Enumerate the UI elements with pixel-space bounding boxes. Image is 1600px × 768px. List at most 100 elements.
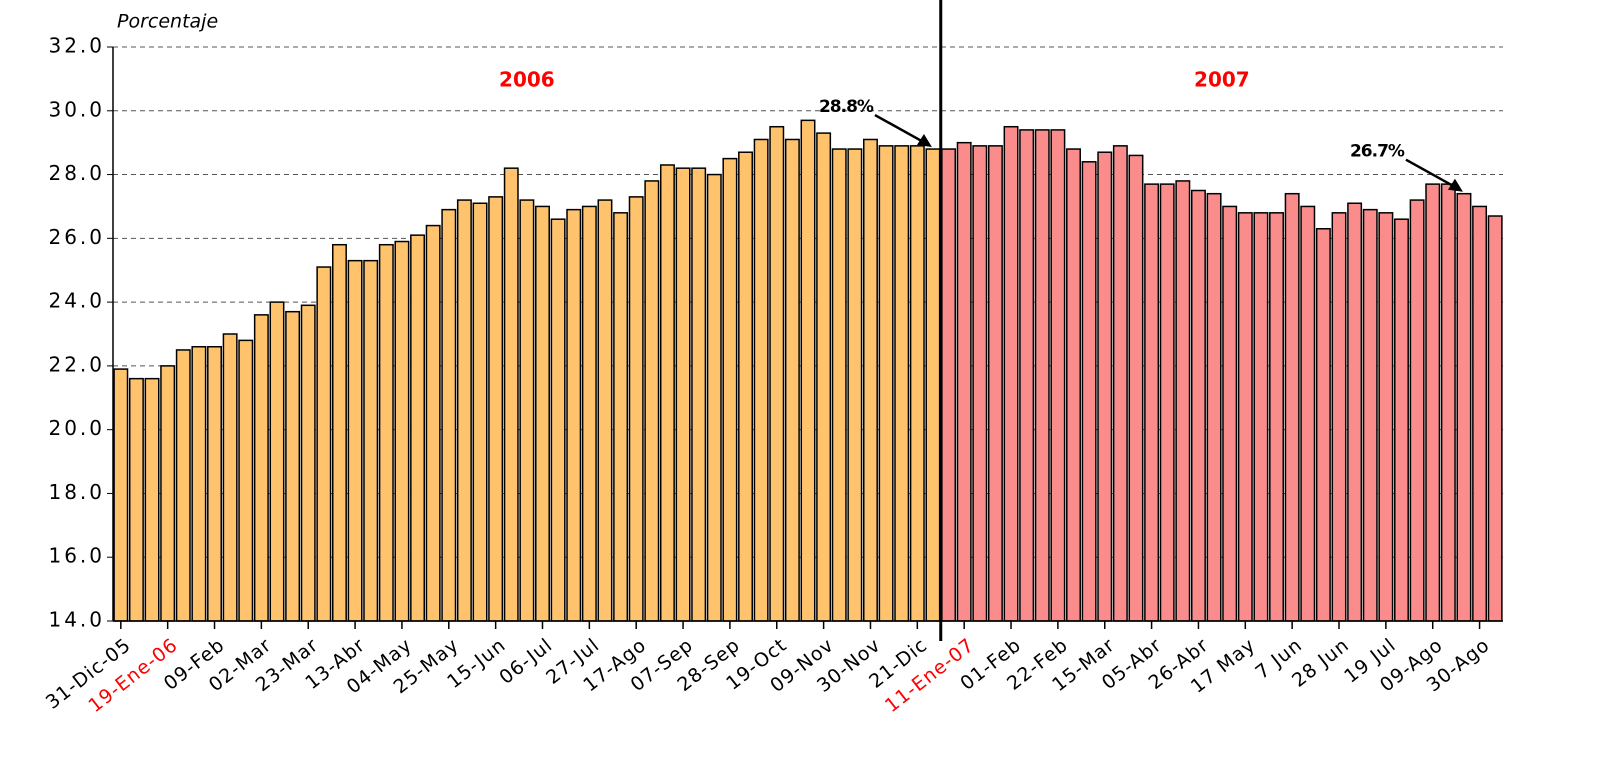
bar	[644, 180, 660, 622]
bar	[878, 145, 894, 622]
bar	[160, 365, 176, 622]
bar	[613, 212, 629, 622]
bar	[1034, 129, 1050, 622]
bar	[1472, 205, 1488, 622]
bar	[441, 208, 457, 622]
bar	[1128, 154, 1144, 622]
bar	[144, 377, 160, 622]
y-tick-label: 26.0	[48, 225, 105, 249]
bar	[1378, 212, 1394, 622]
annotation-arrowhead	[916, 134, 932, 148]
y-tick-label: 20.0	[48, 416, 105, 440]
bar	[191, 346, 207, 622]
bar	[784, 138, 800, 622]
bar	[456, 199, 472, 622]
bar	[847, 148, 863, 622]
bar	[331, 243, 347, 622]
bar	[1019, 129, 1035, 622]
bar	[1409, 199, 1425, 622]
bar	[535, 205, 550, 622]
bar	[503, 167, 519, 622]
annotation-arrow	[1405, 158, 1461, 191]
bar	[691, 167, 707, 622]
value-label: 28.8%	[819, 97, 874, 117]
bar	[722, 157, 738, 622]
bar	[128, 377, 144, 622]
bar	[425, 224, 441, 622]
bar	[566, 208, 582, 622]
y-tick-label: 28.0	[48, 161, 105, 185]
bar	[1347, 202, 1363, 622]
bar	[1003, 125, 1019, 622]
bar	[519, 199, 535, 622]
bar	[831, 148, 847, 622]
bar	[285, 310, 301, 622]
bar	[1440, 183, 1456, 622]
bar	[1159, 183, 1175, 622]
bar	[1190, 189, 1206, 622]
bar	[659, 164, 675, 622]
bar	[675, 167, 691, 622]
y-tick-label: 22.0	[48, 352, 105, 376]
bar	[597, 199, 613, 622]
bar	[1144, 183, 1160, 622]
bar	[581, 205, 597, 622]
y-tick-label: 16.0	[48, 544, 105, 568]
y-tick-label: 32.0	[48, 34, 105, 58]
annotation-arrow	[874, 113, 930, 147]
bar	[1315, 228, 1331, 622]
bar	[1425, 183, 1441, 622]
bar	[1050, 129, 1066, 622]
bar	[1206, 192, 1222, 622]
bar	[1487, 215, 1503, 622]
bar	[207, 346, 222, 622]
bar	[1362, 208, 1378, 622]
bar	[1456, 192, 1472, 622]
x-tick-label: 06-Jul	[495, 634, 557, 689]
bar	[222, 333, 238, 622]
bar	[269, 301, 285, 622]
bar	[738, 151, 753, 622]
bar	[800, 119, 816, 622]
bar	[956, 141, 972, 622]
bar	[300, 304, 316, 622]
y-axis-label: Porcentaje	[117, 11, 218, 33]
bar	[316, 266, 332, 622]
bar	[394, 240, 410, 622]
bar	[347, 259, 363, 622]
bar	[987, 145, 1003, 622]
bar	[972, 145, 988, 622]
bar	[706, 173, 722, 622]
bar	[1175, 180, 1191, 622]
bar	[550, 218, 566, 622]
bar	[253, 314, 269, 622]
bar	[1253, 212, 1269, 622]
bar	[1269, 212, 1285, 622]
bar	[363, 259, 379, 622]
bar	[113, 368, 129, 622]
bar	[238, 339, 254, 622]
bar	[472, 202, 488, 622]
bar	[1066, 148, 1081, 622]
bar	[175, 349, 191, 622]
bar	[769, 125, 785, 622]
bar	[894, 145, 910, 622]
bar	[1097, 151, 1113, 622]
bar	[410, 234, 426, 622]
bar	[1300, 205, 1316, 622]
y-tick-label: 18.0	[48, 480, 105, 504]
bar	[378, 243, 394, 622]
bar	[909, 145, 925, 622]
value-label: 26.7%	[1350, 142, 1405, 162]
bar	[1081, 161, 1097, 622]
bar	[488, 196, 504, 622]
annotation-arrowhead	[1447, 178, 1463, 192]
bar	[753, 138, 769, 622]
bar	[1237, 212, 1253, 622]
bar	[1112, 145, 1128, 622]
bar	[816, 132, 832, 622]
bar	[925, 148, 941, 622]
y-tick-label: 30.0	[48, 97, 105, 121]
bar	[863, 138, 878, 622]
